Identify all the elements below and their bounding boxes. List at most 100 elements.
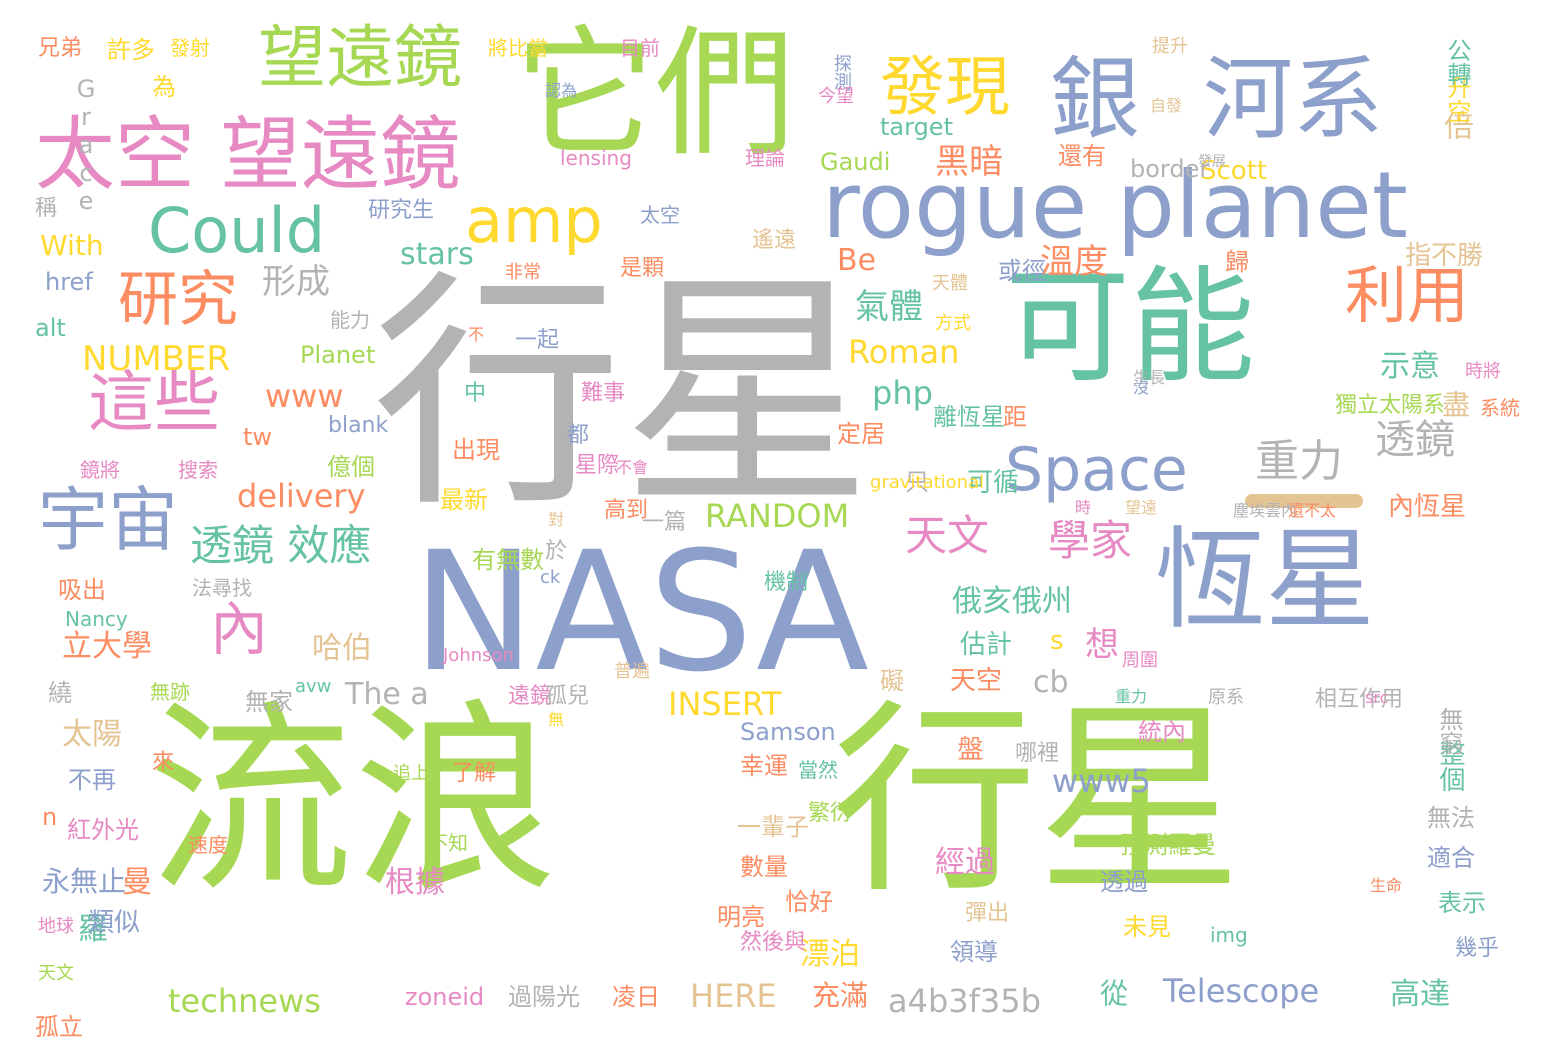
cloud-word: 追上 [393,763,429,784]
cloud-word: 溫度 [1040,242,1108,282]
cloud-word: 發射 [170,36,210,60]
cloud-word: 根據 [385,865,445,900]
cloud-word: 搜索 [178,458,218,482]
cloud-word: 流浪 [148,683,558,921]
cloud-word: 歸 [1225,248,1249,276]
cloud-word: ck [540,567,561,588]
cloud-word: 經過 [935,845,995,880]
cloud-word: 不知 [428,831,468,855]
cloud-word: 或徑 [998,257,1046,285]
cloud-word: 紅外光 [67,816,139,844]
cloud-word: 充滿 [812,979,869,1012]
cloud-word: 時將 [1465,361,1501,382]
cloud-word: 指不勝 [1405,241,1484,271]
cloud-word: 還不太 [1288,501,1337,520]
cloud-word: 方式 [935,313,971,334]
cloud-word: 內 [210,595,269,663]
cloud-word: Could [148,194,326,267]
cloud-word: 探測 [831,54,852,90]
cloud-word: 倍 [1438,110,1473,140]
cloud-word: delivery [237,477,366,515]
cloud-word: 這些 [88,364,220,441]
cloud-word: Planet [300,341,376,369]
cloud-word: border [1130,155,1210,183]
cloud-word: Be [837,243,877,278]
cloud-word: 周圍 [1122,650,1158,671]
cloud-word: INSERT [668,685,782,723]
cloud-word: 中 [464,381,487,406]
cloud-word: 羅 [78,912,108,947]
cloud-word: 估計 [960,630,1013,660]
cloud-word: 數量 [740,853,788,881]
cloud-word: 鏡將 [80,458,120,482]
cloud-word: 類似 [88,908,141,938]
cloud-word: s [1050,626,1064,656]
cloud-word: 不再 [68,766,116,794]
cloud-word: href [45,268,93,296]
cloud-word: NASA [412,516,869,708]
cloud-word: 認為 [545,81,578,100]
cloud-word: 太陽 [62,717,122,752]
cloud-word: 透過 [1100,868,1148,896]
cloud-word: 凌日 [612,983,660,1011]
cloud-word: a4b3f35b [888,982,1041,1020]
cloud-word: 不會 [616,458,649,477]
cloud-word: 一輩子 [737,813,809,841]
cloud-word: 幾乎 [1455,936,1500,961]
cloud-word: 重力 [1115,687,1148,706]
cloud-word: 行星 [832,683,1242,921]
cloud-word: 恆星 [1155,516,1375,644]
cloud-word: 太空 [640,203,680,227]
cloud-word: 漂泊 [800,937,860,972]
cloud-word: 繁衍 [808,801,853,826]
cloud-word: 法尋找 [192,576,252,600]
cloud-word: 稱 [35,196,58,221]
cloud-word: 都 [567,423,590,448]
cloud-word: 盡 [1438,390,1471,418]
cloud-word: 升空 [1443,75,1471,123]
cloud-word: 無 [548,710,565,729]
cloud-word: 發現 [880,50,1011,125]
cloud-word: 離恆星 [933,403,1005,431]
cloud-word: 是顆 [620,256,665,281]
cloud-word: 自發 [1150,96,1183,115]
cloud-word: 曼 [122,865,152,900]
cloud-word: gravitational [870,472,985,493]
cloud-word: 明亮 [717,903,765,931]
cloud-word: php [872,374,933,412]
cloud-word: 內恆星 [1388,492,1467,522]
cloud-word: 望遠鏡 [258,19,463,98]
cloud-word: 盤 [953,735,983,761]
cloud-word: 天空 [950,666,1003,696]
cloud-word: Grace [72,75,100,215]
cloud-word: 能力 [330,308,370,332]
cloud-word: 研究生 [368,198,435,223]
cloud-word: 領導 [950,938,998,966]
cloud-word: 將比當 [488,36,548,60]
cloud-word: 表示 [1438,889,1486,917]
cloud-word: Telescope [1163,972,1320,1010]
cloud-word: 銀 [1050,47,1140,152]
cloud-word: 距 [1003,403,1027,431]
cloud-word: 無跡 [150,680,190,704]
cloud-word: 立大學 [62,629,152,664]
cloud-word: 了解 [452,761,497,786]
cloud-word: 黑暗 [935,142,1003,182]
cloud-word: 發展 [1198,154,1226,170]
cloud-word: 星際 [575,453,620,478]
cloud-word: 天文 [38,963,74,984]
cloud-word: The a [345,677,429,712]
cloud-word: 重力 [1255,436,1343,487]
cloud-word: 從 [1100,977,1129,1010]
cloud-word: 繞 [48,679,72,707]
cloud-word: 對 [548,510,565,529]
cloud-word: technews [168,982,321,1020]
cloud-word: 太空 望遠鏡 [35,108,461,201]
cloud-word: rogue planet [822,152,1408,259]
cloud-word: 億個 [327,453,375,481]
cloud-word: 然後與 [740,930,807,955]
cloud-word: 利用 [1345,259,1470,332]
cloud-word: 哈伯 [312,631,372,666]
cloud-word: avw [295,676,332,697]
